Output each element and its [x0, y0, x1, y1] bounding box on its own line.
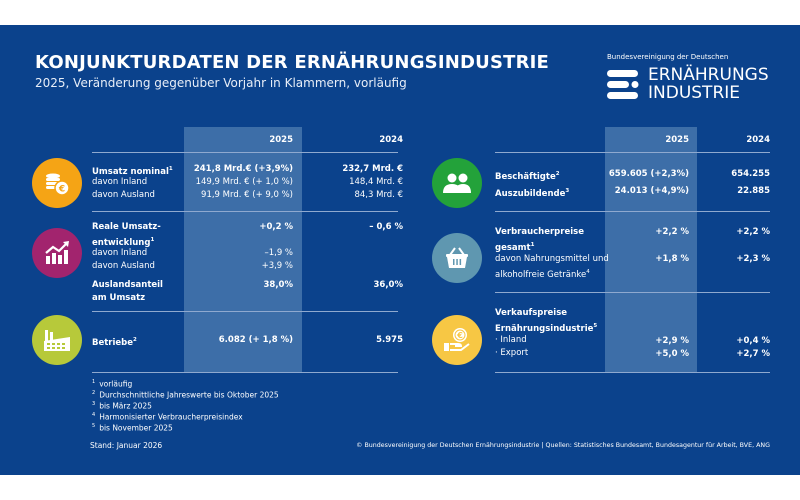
divider — [495, 292, 770, 293]
vkp-export-2024: +2,7 % — [736, 349, 770, 359]
svg-text:€: € — [456, 331, 463, 340]
real-inland-label: davon Inland — [92, 248, 148, 258]
divider — [92, 211, 398, 212]
umsatz-ausland-2025: 91,9 Mrd. € (+ 9,0 %) — [201, 190, 293, 200]
vpi-label-1: Verbraucherpreise — [495, 227, 584, 237]
page-title: KONJUNKTURDATEN DER ERNÄHRUNGSINDUSTRIE — [35, 52, 550, 73]
umsatz-inland-label: davon Inland — [92, 177, 148, 187]
vpi-label-2: gesamt1 — [495, 242, 535, 253]
footnote: 4 Harmonisierter Verbraucherpreisindex — [92, 412, 243, 422]
azubi-2024: 22.885 — [737, 186, 770, 196]
col-header-2025-right: 2025 — [665, 135, 689, 145]
footnote: 2 Durchschnittliche Jahreswerte bis Oktob… — [92, 390, 279, 400]
umsatz-2024: 232,7 Mrd. € — [342, 164, 403, 174]
azubi-label: Auszubildende3 — [495, 188, 570, 199]
stand-date: Stand: Januar 2026 — [90, 441, 163, 450]
betriebe-2025: 6.082 (+ 1,8 %) — [218, 335, 293, 345]
footnote: 5 bis November 2025 — [92, 423, 173, 433]
real-2024: – 0,6 % — [369, 222, 403, 232]
vkp-label-1: Verkaufspreise — [495, 308, 568, 318]
anteil-label-1: Auslandsanteil — [92, 280, 163, 290]
vpi-2024: +2,2 % — [736, 227, 770, 237]
vpi-sub-2025: +1,8 % — [655, 254, 689, 264]
logo-line2: INDUSTRIE — [648, 83, 741, 103]
real-inland-2025: –1,9 % — [264, 248, 293, 258]
divider — [495, 372, 770, 373]
umsatz-2025: 241,8 Mrd.€ (+3,9%) — [193, 164, 293, 174]
col-header-2025: 2025 — [269, 135, 293, 145]
umsatz-ausland-2024: 84,3 Mrd. € — [354, 190, 403, 200]
vpi-sub-label-2: alkoholfreie Getränke4 — [495, 269, 590, 280]
real-ausland-label: davon Ausland — [92, 261, 155, 271]
vkp-export-label: · Export — [495, 348, 529, 358]
logo-tagline: Bundesvereinigung der Deutschen — [607, 53, 729, 61]
footnote: 3 bis März 2025 — [92, 401, 152, 411]
hand-euro-icon: € — [432, 315, 482, 365]
divider — [92, 372, 398, 373]
vpi-sub-label-1: davon Nahrungsmittel und — [495, 254, 609, 264]
divider — [92, 311, 398, 312]
shopping-basket-icon — [432, 233, 482, 283]
vkp-export-2025: +5,0 % — [655, 349, 689, 359]
highlight-column-left — [184, 127, 302, 372]
highlight-column-right — [605, 127, 697, 372]
col-header-2024: 2024 — [379, 135, 403, 145]
real-label-1: Reale Umsatz- — [92, 222, 161, 232]
col-header-2024-right: 2024 — [746, 135, 770, 145]
azubi-2025: 24.013 (+4,9%) — [614, 186, 689, 196]
betriebe-label: Betriebe2 — [92, 337, 137, 348]
row-label-umsatz: Umsatz nominal1 — [92, 166, 173, 177]
umsatz-inland-2025: 149,9 Mrd. € (+ 1,0 %) — [195, 177, 293, 187]
logo-mark-icon — [607, 70, 639, 99]
beschaeftigte-2024: 654.255 — [731, 169, 770, 179]
anteil-2024: 36,0% — [373, 280, 404, 290]
anteil-label-2: am Umsatz — [92, 293, 146, 303]
divider — [92, 152, 398, 153]
growth-chart-icon — [32, 228, 82, 278]
people-icon — [432, 158, 482, 208]
vpi-sub-2024: +2,3 % — [736, 254, 770, 264]
coins-euro-icon: € — [32, 158, 82, 208]
vkp-inland-2025: +2,9 % — [655, 336, 689, 346]
betriebe-2024: 5.975 — [376, 335, 403, 345]
svg-text:€: € — [58, 185, 65, 195]
real-label-2: entwicklung1 — [92, 237, 155, 248]
vkp-label-2: Ernährungsindustrie5 — [495, 323, 598, 334]
beschaeftigte-label: Beschäftigte2 — [495, 171, 560, 182]
vkp-inland-2024: +0,4 % — [736, 336, 770, 346]
umsatz-inland-2024: 148,4 Mrd. € — [349, 177, 403, 187]
logo-line1: ERNÄHRUNGS — [648, 65, 769, 85]
page-subtitle: 2025, Veränderung gegenüber Vorjahr in K… — [35, 76, 407, 90]
source-credit: © Bundesvereinigung der Deutschen Ernähr… — [356, 442, 770, 449]
anteil-2025: 38,0% — [263, 280, 294, 290]
real-2025: +0,2 % — [259, 222, 293, 232]
real-ausland-2025: +3,9 % — [261, 261, 293, 271]
umsatz-ausland-label: davon Ausland — [92, 190, 155, 200]
vpi-2025: +2,2 % — [655, 227, 689, 237]
factory-icon — [32, 315, 82, 365]
footnote: 1 vorläufig — [92, 379, 133, 389]
divider — [495, 211, 770, 212]
vkp-inland-label: · Inland — [495, 335, 527, 345]
beschaeftigte-2025: 659.605 (+2,3%) — [608, 169, 689, 179]
divider — [495, 152, 770, 153]
